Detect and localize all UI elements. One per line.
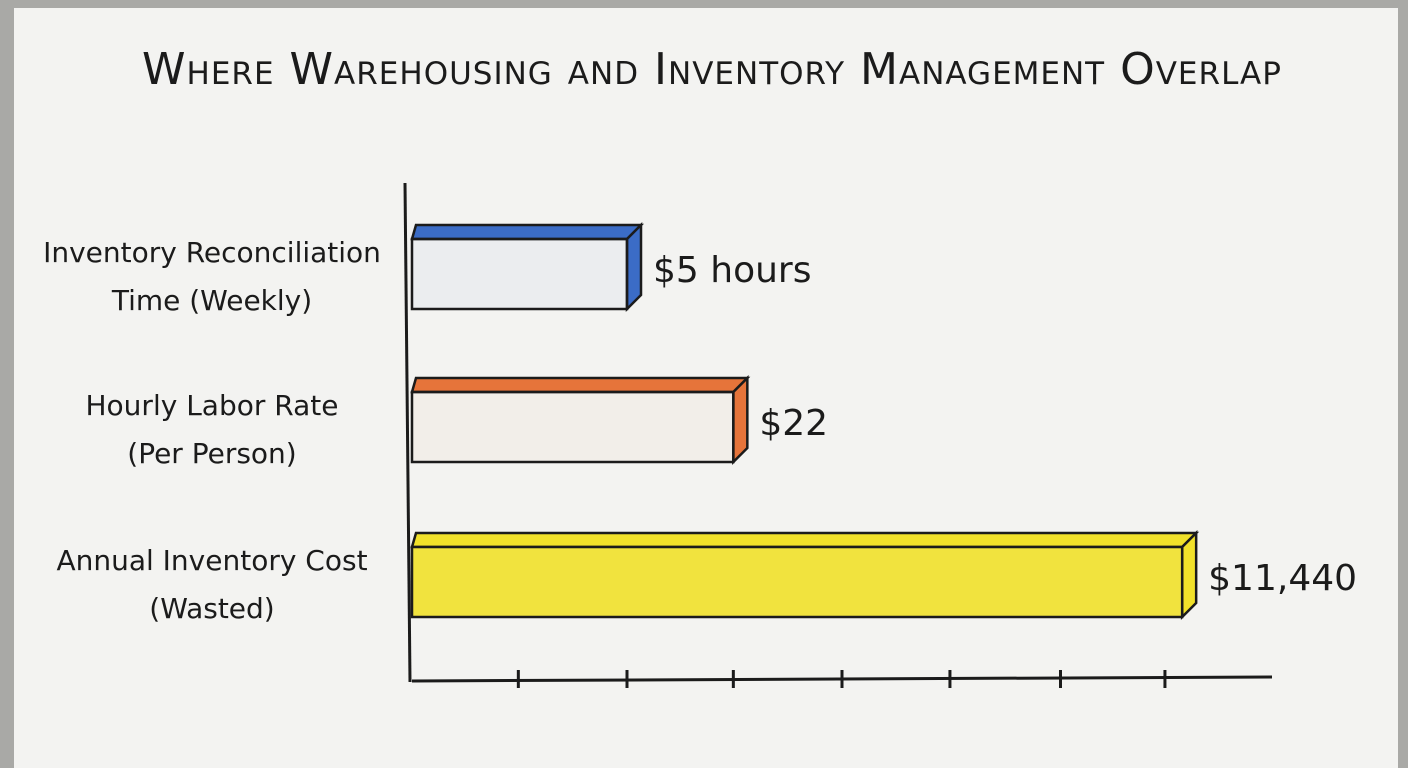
category-label: Hourly Labor Rate xyxy=(86,389,339,422)
value-label: $5 hours xyxy=(653,250,811,291)
bar-side-face xyxy=(732,374,749,466)
category-label: Inventory Reconciliation xyxy=(43,236,381,269)
bar xyxy=(410,545,1184,619)
bar-top-face xyxy=(410,376,751,394)
bar-side-face xyxy=(625,221,643,313)
bar xyxy=(410,237,629,311)
category-label: Annual Inventory Cost xyxy=(56,544,367,577)
value-label: $22 xyxy=(759,403,828,444)
category-label: (Per Person) xyxy=(127,437,296,470)
bar-top-face xyxy=(410,531,1200,549)
chart-title: Where Warehousing and Inventory Manageme… xyxy=(142,44,1282,95)
category-label: (Wasted) xyxy=(149,592,274,625)
category-label: Time (Weekly) xyxy=(111,284,312,317)
y-axis xyxy=(403,182,412,683)
bar xyxy=(410,390,735,464)
bar-side-face xyxy=(1180,529,1198,621)
bar-top-face xyxy=(410,223,645,241)
value-label: $11,440 xyxy=(1208,558,1357,599)
